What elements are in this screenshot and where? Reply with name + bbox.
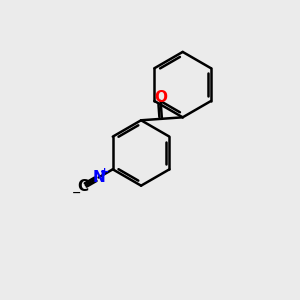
Text: C: C <box>77 179 88 194</box>
Text: −: − <box>72 188 81 198</box>
Text: +: + <box>100 167 109 176</box>
Text: O: O <box>154 90 167 105</box>
Text: N: N <box>92 170 105 185</box>
